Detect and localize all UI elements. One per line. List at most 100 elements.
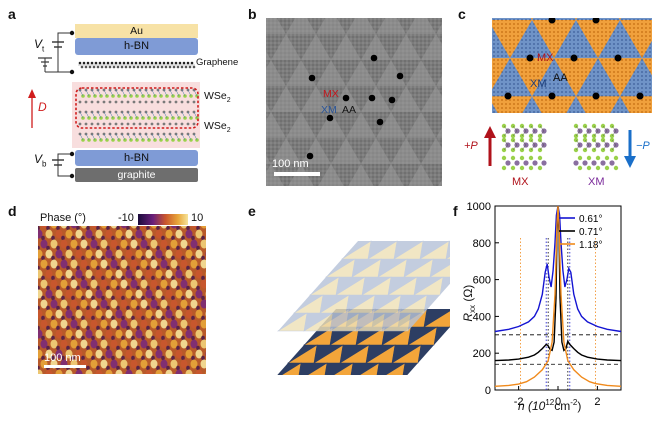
graphene-atom xyxy=(118,61,122,65)
moire-domain xyxy=(316,18,346,34)
graphene-atom xyxy=(128,65,132,69)
phase-domain xyxy=(135,349,143,359)
phase-dark-spot xyxy=(196,345,200,351)
phase-dark-spot xyxy=(111,255,115,261)
phase-domain xyxy=(155,309,163,319)
phase-domain xyxy=(160,339,168,349)
moire-domain xyxy=(301,33,331,60)
phase-domain xyxy=(160,359,168,369)
f-ylabel: Rxx (Ω) xyxy=(460,284,478,322)
graphene-atom xyxy=(84,65,88,69)
phase-domain xyxy=(75,269,83,279)
moire-domain xyxy=(286,111,316,138)
se-atom xyxy=(586,165,592,171)
bond xyxy=(103,133,108,141)
se-atom xyxy=(156,122,160,126)
phase-dark-spot xyxy=(181,335,185,341)
phase-dark-spot xyxy=(181,315,185,321)
phase-dark-spot xyxy=(166,226,170,231)
phase-domain xyxy=(120,226,128,229)
hbn-bottom-layer xyxy=(75,150,198,166)
se-atom xyxy=(510,155,516,161)
phase-domain xyxy=(170,226,178,229)
phase-domain xyxy=(80,239,88,249)
phase-domain xyxy=(95,289,103,299)
graphene-atom xyxy=(146,61,150,65)
phase-dark-spot xyxy=(86,325,90,331)
phase-dark-spot xyxy=(186,365,190,371)
displacement-field-arrow-icon xyxy=(28,89,36,128)
w-atom xyxy=(505,160,511,166)
phase-dark-spot xyxy=(51,335,55,341)
phase-dark-spot xyxy=(131,335,135,341)
phase-dark-spot xyxy=(46,325,50,331)
phase-domain xyxy=(45,309,53,319)
phase-dark-spot xyxy=(151,335,155,341)
phase-dark-spot xyxy=(81,255,85,261)
phase-dark-spot xyxy=(96,345,100,351)
bond xyxy=(139,89,144,97)
c-mx-label: MX xyxy=(537,52,554,64)
bond xyxy=(109,89,114,97)
phase-domain xyxy=(55,289,63,299)
phase-dark-spot xyxy=(141,255,145,261)
phase-dark-spot xyxy=(151,315,155,321)
phase-domain xyxy=(125,309,133,319)
colorbar-max: 10 xyxy=(191,212,204,224)
phase-domain xyxy=(95,309,103,319)
moire-domain xyxy=(286,18,316,34)
phase-domain xyxy=(145,289,153,299)
moire-domain xyxy=(376,111,406,138)
phase-domain xyxy=(180,259,188,269)
phase-dark-spot xyxy=(96,325,100,331)
phase-domain xyxy=(70,239,78,249)
bond xyxy=(139,133,144,141)
phase-domain xyxy=(115,249,123,259)
sheet-triangle xyxy=(307,362,328,375)
phase-domain xyxy=(175,269,183,279)
se-atom xyxy=(519,165,525,171)
phase-dark-spot xyxy=(91,355,95,361)
bond xyxy=(127,89,132,97)
phase-dark-spot xyxy=(71,335,75,341)
phase-domain xyxy=(165,309,173,319)
bond xyxy=(187,111,192,119)
phase-domain xyxy=(165,249,173,259)
phase-domain xyxy=(200,319,206,329)
phase-dark-spot xyxy=(71,355,75,361)
graphene-atom xyxy=(88,65,92,69)
vt-label: Vt xyxy=(34,37,45,54)
phase-colorbar xyxy=(138,214,188,225)
phase-domain xyxy=(195,309,203,319)
graphene-atom xyxy=(120,65,124,69)
phase-domain xyxy=(190,319,198,329)
graphene-atom xyxy=(184,65,188,69)
graphite-label: graphite xyxy=(117,169,156,181)
phase-domain xyxy=(75,249,83,259)
phase-domain xyxy=(120,339,128,349)
plus-p-arrow-icon xyxy=(484,126,496,166)
panel-c-polarization-schematic xyxy=(484,123,636,171)
phase-dark-spot xyxy=(51,255,55,261)
phase-domain xyxy=(38,229,43,239)
phase-domain xyxy=(195,329,203,339)
graphene-atom xyxy=(150,61,154,65)
phase-domain xyxy=(110,339,118,349)
phase-dark-spot xyxy=(71,315,75,321)
phase-dark-spot xyxy=(56,325,60,331)
phase-dark-spot xyxy=(201,295,205,301)
au-layer xyxy=(75,24,198,38)
phase-dark-spot xyxy=(146,365,150,371)
wse2-lower-label: WSe2 xyxy=(204,120,231,135)
phase-domain xyxy=(115,269,123,279)
mx-domain xyxy=(618,18,622,20)
phase-domain xyxy=(145,309,153,319)
phase-domain xyxy=(110,279,118,289)
phase-dark-spot xyxy=(126,245,130,251)
phase-dark-spot xyxy=(196,305,200,311)
mx-domain xyxy=(576,96,620,113)
mx-domain xyxy=(510,58,554,97)
se-atom xyxy=(192,122,196,126)
phase-domain xyxy=(80,259,88,269)
aa-marker xyxy=(306,152,314,160)
